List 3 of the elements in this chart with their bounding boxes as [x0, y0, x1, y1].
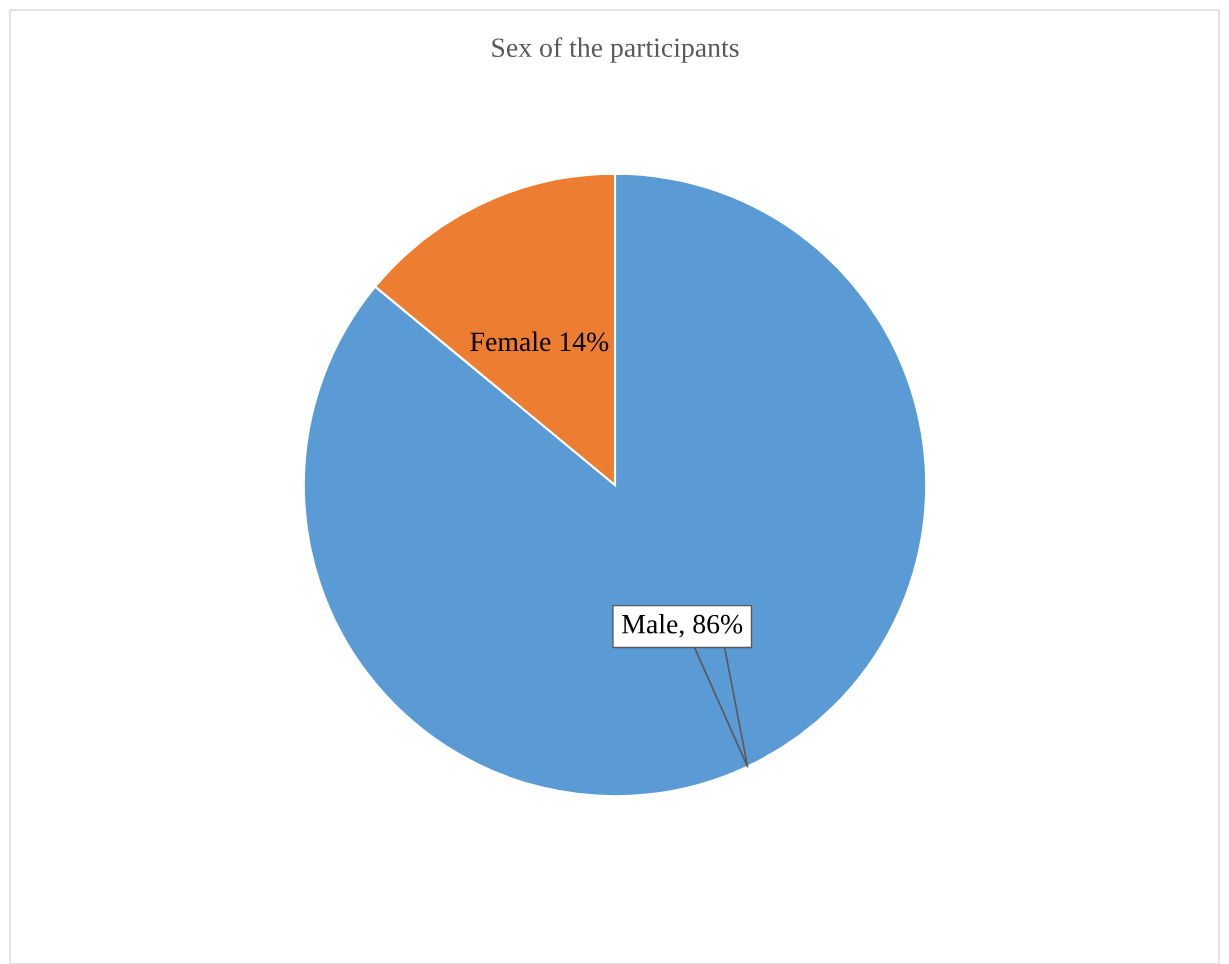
chart-title: Sex of the participants	[492, 37, 739, 63]
slice-label: Male, 86%	[622, 614, 743, 638]
slice-label: Female 14%	[470, 331, 609, 352]
